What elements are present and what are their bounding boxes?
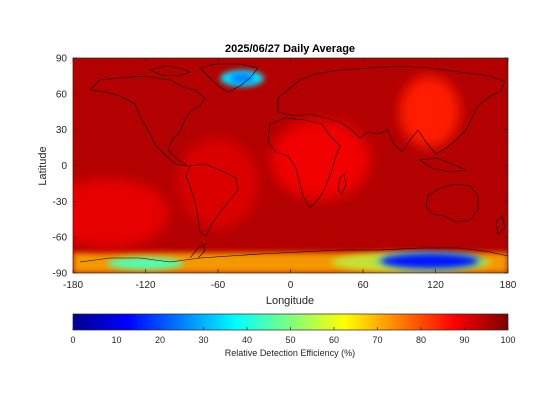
y-tick-label: 60 [56,89,68,100]
chart-title: 2025/06/27 Daily Average [225,43,355,55]
plot-area [72,57,509,274]
heat-region-2 [270,119,371,200]
greenland-coast [199,63,259,93]
colorbar-tick-label: 90 [459,335,469,345]
colorbar-tick-label: 0 [70,335,75,345]
y-tick-label: -90 [53,269,68,280]
canadian-islands-coast [149,65,191,77]
y-axis-label: Latitude [37,146,49,185]
colorbar-label: Relative Detection Efficiency (%) [225,348,355,358]
africa-coast [267,117,341,209]
x-tick-label: 60 [357,280,369,291]
x-tick-label: 0 [288,280,294,291]
heat-region-6 [107,257,184,270]
coastlines [79,63,508,263]
heat-region-1 [399,75,460,148]
australia-coast [425,183,479,223]
new-zealand-coast [495,215,506,235]
x-tick-label: -180 [63,280,83,291]
heat-region-3 [178,138,258,229]
y-tick-label: 90 [56,54,68,65]
antarctica-coast [79,247,508,263]
heat-core-east [381,254,478,269]
x-axis-label: Longitude [266,295,314,307]
y-tick-label: -60 [53,233,68,244]
madagascar-coast [337,173,347,195]
x-tick-label: 120 [427,280,444,291]
colorbar-tick-label: 50 [285,335,295,345]
antarctic-peninsula-coast [189,243,206,259]
x-axis: -180 -120 -60 0 60 120 180 [63,58,517,291]
colorbar-tick-label: 10 [111,335,121,345]
southeast-asia-coast [419,157,467,173]
colorbar-tick-label: 40 [242,335,252,345]
y-tick-label: 30 [56,125,68,136]
eurasia-coast [277,65,506,155]
x-tick-label: -120 [135,280,155,291]
heatmap-layer [73,70,508,273]
x-tick-label: -60 [211,280,226,291]
colorbar-tick-label: 100 [500,335,515,345]
heat-core-greenland [230,73,255,84]
colorbar: 0 10 20 30 40 50 60 70 80 90 100 Relative Detectio… [70,313,516,358]
y-axis: -90 -60 -30 0 30 60 90 [53,54,508,280]
colorbar-tick-label: 70 [372,335,382,345]
colorbar-tick-label: 80 [416,335,426,345]
south-america-coast [185,163,239,237]
colorbar-tick-label: 20 [155,335,165,345]
colorbar-tick-label: 30 [198,335,208,345]
heat-region-4 [73,178,170,249]
colorbar-tick-label: 60 [329,335,339,345]
colorbar-ticks: 0 10 20 30 40 50 60 70 80 90 100 [70,327,516,345]
x-tick-label: 180 [500,280,517,291]
y-tick-label: -30 [53,197,68,208]
y-tick-label: 0 [61,161,67,172]
north-america-coast [89,75,206,167]
